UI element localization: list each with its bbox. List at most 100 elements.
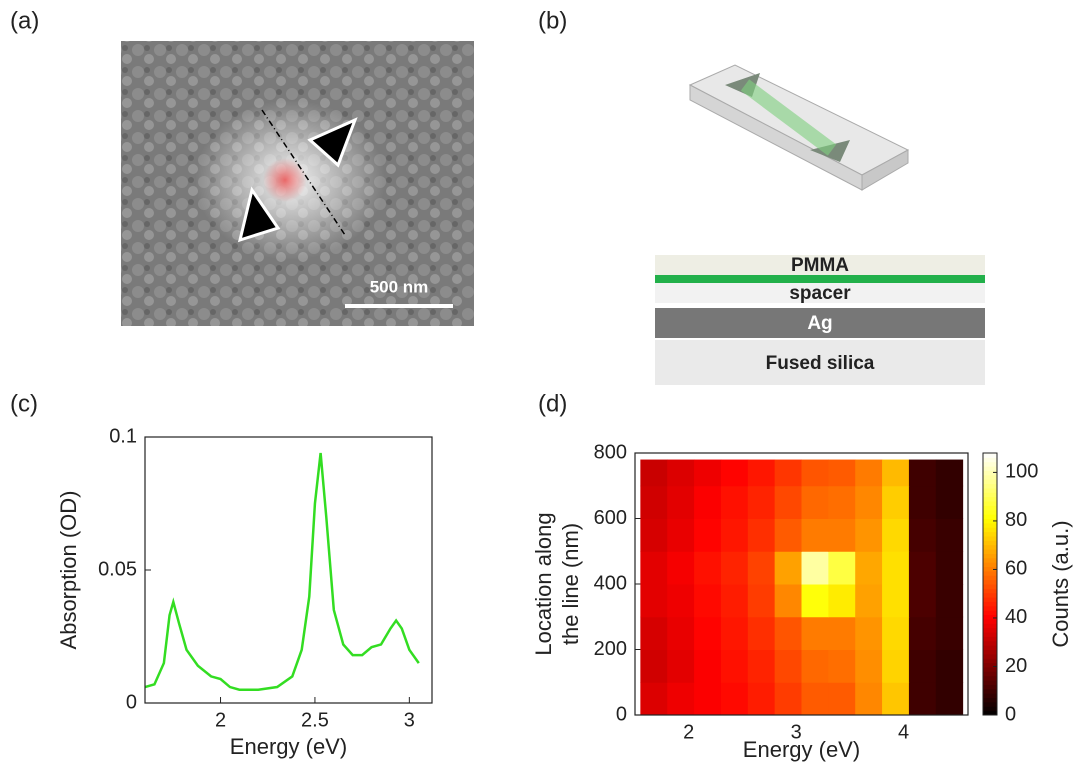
colorbar-step bbox=[983, 619, 997, 624]
colorbar-step bbox=[983, 571, 997, 576]
heatmap-cell bbox=[882, 519, 909, 552]
colorbar-step bbox=[983, 671, 997, 676]
heatmap-cell bbox=[667, 519, 694, 552]
colorbar-tick-label: 40 bbox=[1005, 606, 1027, 628]
device-sketch bbox=[690, 65, 908, 190]
colorbar-step bbox=[983, 588, 997, 593]
figure: (a) (b) (c) (d) 500 nm PMMA spacer Ag Fu… bbox=[0, 0, 1079, 771]
y-tick-label: 200 bbox=[594, 638, 627, 660]
colorbar-tick-label: 60 bbox=[1005, 558, 1027, 580]
colorbar-step bbox=[983, 514, 997, 519]
colorbar-step bbox=[983, 488, 997, 493]
heatmap-cell bbox=[748, 551, 775, 584]
colorbar-step bbox=[983, 610, 997, 615]
colorbar-step bbox=[983, 457, 997, 462]
heatmap-cell bbox=[855, 682, 882, 715]
heatmap-cell bbox=[748, 682, 775, 715]
colorbar-step bbox=[983, 484, 997, 489]
heatmap-cell bbox=[667, 584, 694, 617]
y-tick-label: 0.1 bbox=[109, 425, 137, 447]
colorbar-step bbox=[983, 684, 997, 689]
heatmap-cell bbox=[802, 584, 829, 617]
heatmap-cell bbox=[802, 519, 829, 552]
colorbar-step bbox=[983, 545, 997, 550]
colorbar-step bbox=[983, 527, 997, 532]
heatmap-cell bbox=[802, 486, 829, 519]
heatmap-cell bbox=[936, 519, 963, 552]
colorbar-label: Counts (a.u.) bbox=[1048, 520, 1073, 647]
heatmap-cell bbox=[775, 460, 802, 487]
heatmap-cell bbox=[667, 650, 694, 683]
colorbar-step bbox=[983, 628, 997, 633]
heatmap-cell bbox=[775, 617, 802, 650]
layer-label: spacer bbox=[789, 283, 851, 304]
colorbar-step bbox=[983, 593, 997, 598]
panel-label: (a) bbox=[10, 7, 39, 34]
y-tick-label: 0 bbox=[126, 691, 137, 713]
heatmap-cell bbox=[909, 682, 936, 715]
layer-stack: PMMA spacer Ag Fused silica bbox=[655, 255, 985, 385]
heatmap-cell bbox=[936, 486, 963, 519]
heatmap-cell bbox=[855, 617, 882, 650]
colorbar-step bbox=[983, 645, 997, 650]
colorbar-step bbox=[983, 532, 997, 537]
y-axis-label: the line (nm) bbox=[558, 523, 583, 645]
layer-label: PMMA bbox=[791, 255, 849, 276]
heatmap-cell bbox=[694, 551, 721, 584]
colorbar-step bbox=[983, 667, 997, 672]
colorbar-step bbox=[983, 492, 997, 497]
heatmap-cell bbox=[909, 617, 936, 650]
heatmap-cell bbox=[694, 650, 721, 683]
x-tick-label: 2.5 bbox=[301, 709, 329, 731]
heatmap-cell bbox=[802, 682, 829, 715]
x-tick-label: 3 bbox=[404, 709, 415, 731]
heatmap-cell bbox=[855, 551, 882, 584]
y-axis-label: Absorption (OD) bbox=[56, 491, 81, 650]
heatmap-cell bbox=[667, 682, 694, 715]
colorbar-step bbox=[983, 654, 997, 659]
heatmap-cell bbox=[882, 650, 909, 683]
heatmap-cell bbox=[694, 682, 721, 715]
colorbar-tick-label: 80 bbox=[1005, 509, 1027, 531]
heatmap-cell bbox=[748, 584, 775, 617]
heatmap-cell bbox=[748, 486, 775, 519]
colorbar-step bbox=[983, 497, 997, 502]
y-tick-label: 0.05 bbox=[98, 558, 137, 580]
heatmap-cell bbox=[828, 617, 855, 650]
heatmap-cell bbox=[721, 617, 748, 650]
colorbar-step bbox=[983, 540, 997, 545]
heatmap-cell bbox=[721, 682, 748, 715]
heatmap-cell bbox=[855, 519, 882, 552]
panel-label: (d) bbox=[538, 390, 567, 417]
heatmap-cell bbox=[936, 584, 963, 617]
heatmap-cell bbox=[775, 682, 802, 715]
heatmap-cell bbox=[855, 650, 882, 683]
heatmap-cell bbox=[694, 460, 721, 487]
heatmap-cell bbox=[667, 460, 694, 487]
heatmap-cell bbox=[882, 460, 909, 487]
heatmap-cell bbox=[748, 519, 775, 552]
y-tick-label: 400 bbox=[594, 572, 627, 594]
colorbar-step bbox=[983, 575, 997, 580]
heatmap-cell bbox=[640, 460, 667, 487]
heatmap-cell bbox=[855, 486, 882, 519]
heatmap-cell bbox=[640, 551, 667, 584]
colorbar-step bbox=[983, 453, 997, 458]
x-tick-label: 2 bbox=[215, 709, 226, 731]
heatmap-cell bbox=[936, 617, 963, 650]
heatmap-cell bbox=[640, 584, 667, 617]
heatmap-cell bbox=[882, 617, 909, 650]
heatmap-cell bbox=[640, 682, 667, 715]
colorbar-step bbox=[983, 558, 997, 563]
heatmap-cell bbox=[855, 584, 882, 617]
heatmap-cell bbox=[855, 460, 882, 487]
heatmap-cell bbox=[936, 460, 963, 487]
heatmap-cell bbox=[748, 617, 775, 650]
heatmap-cell bbox=[775, 650, 802, 683]
axes-box bbox=[145, 437, 432, 703]
colorbar-step bbox=[983, 597, 997, 602]
colorbar-step bbox=[983, 562, 997, 567]
colorbar-step bbox=[983, 658, 997, 663]
colorbar-step bbox=[983, 615, 997, 620]
heatmap-cell bbox=[640, 519, 667, 552]
